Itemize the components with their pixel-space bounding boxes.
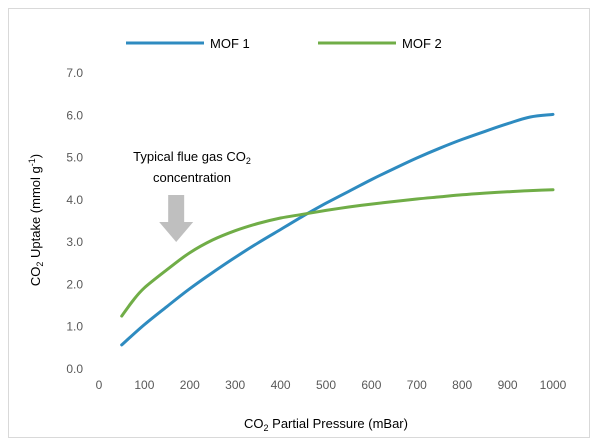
y-tick-label: 7.0 [66, 66, 83, 80]
legend-label-mof-2: MOF 2 [402, 36, 442, 51]
y-tick-label: 3.0 [66, 235, 83, 249]
annotation-line1: Typical flue gas CO2 [133, 149, 251, 166]
chart-frame [8, 8, 590, 438]
x-tick-label: 900 [498, 378, 518, 392]
y-tick-label: 6.0 [66, 108, 83, 122]
y-tick-label: 0.0 [66, 362, 83, 376]
annotation-arrow [159, 195, 194, 242]
y-tick-label: 4.0 [66, 193, 83, 207]
y-tick-label: 5.0 [66, 151, 83, 165]
series-layer [120, 112, 555, 347]
series-line-mof-1 [120, 112, 555, 347]
annotation-line2: concentration [153, 170, 231, 185]
x-axis-title: CO2 Partial Pressure (mBar) [244, 416, 408, 433]
x-tick-label: 0 [96, 378, 103, 392]
legend-label-mof-1: MOF 1 [210, 36, 250, 51]
x-tick-label: 1000 [540, 378, 567, 392]
annotation: Typical flue gas CO2 concentration [133, 149, 251, 242]
x-axis-ticks: 0 100 200 300 400 500 600 700 800 900 1000 [96, 378, 567, 392]
x-tick-label: 700 [407, 378, 427, 392]
legend: MOF 1 MOF 2 [126, 36, 442, 51]
x-tick-label: 600 [361, 378, 381, 392]
y-tick-label: 2.0 [66, 277, 83, 291]
x-tick-label: 200 [180, 378, 200, 392]
series-line-mof-2 [120, 188, 555, 318]
y-axis-ticks: 0.0 1.0 2.0 3.0 4.0 5.0 6.0 7.0 [66, 66, 83, 376]
y-axis-title: CO2 Uptake (mmol g-1) [27, 154, 45, 286]
x-tick-label: 800 [452, 378, 472, 392]
x-tick-label: 100 [134, 378, 154, 392]
x-tick-label: 300 [225, 378, 245, 392]
x-tick-label: 500 [316, 378, 336, 392]
y-tick-label: 1.0 [66, 320, 83, 334]
x-tick-label: 400 [271, 378, 291, 392]
